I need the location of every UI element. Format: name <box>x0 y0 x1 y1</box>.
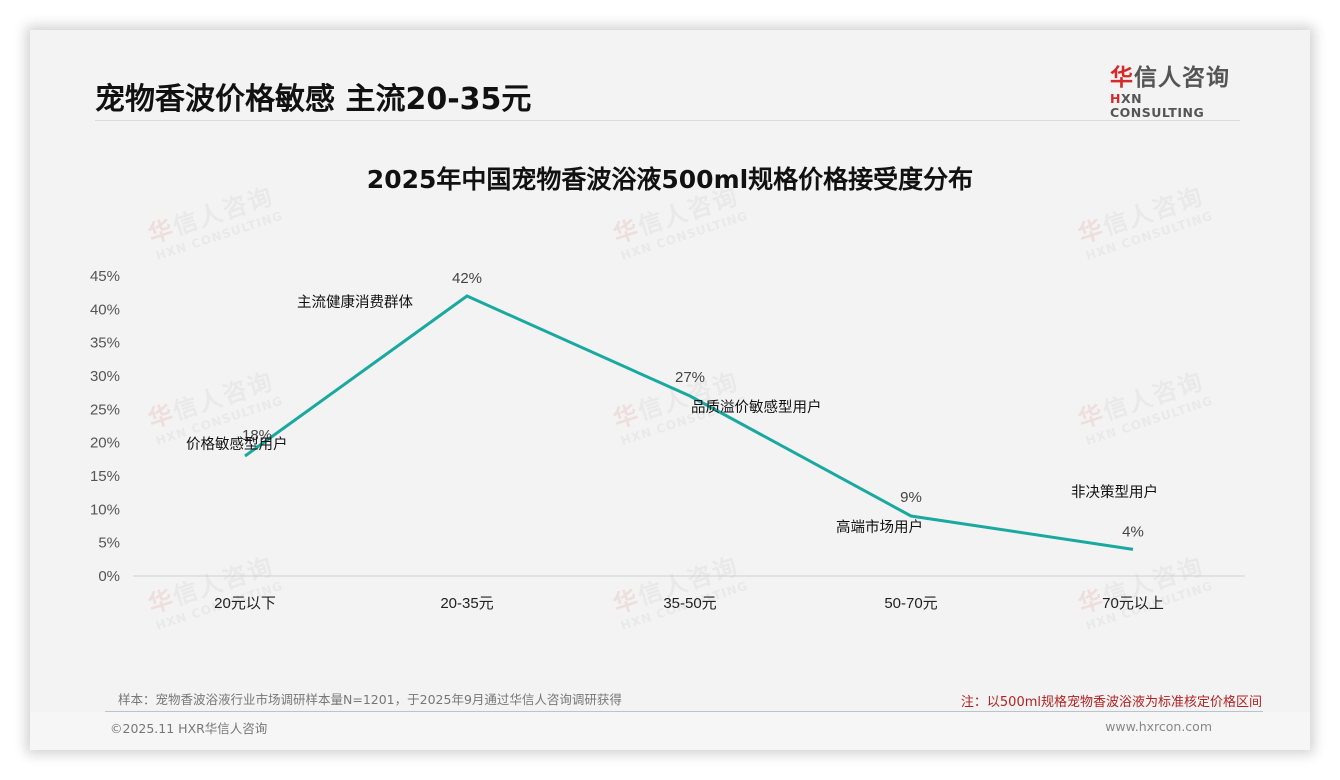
series-line <box>244 294 1134 551</box>
segment-annotation: 非决策型用户 <box>1071 484 1158 501</box>
x-tick-label: 70元以上 <box>1102 595 1164 612</box>
x-tick-label: 20元以下 <box>214 595 276 612</box>
data-label: 42% <box>452 270 482 287</box>
data-label: 9% <box>900 489 922 506</box>
segment-annotation: 价格敏感型用户 <box>186 436 288 453</box>
slide: 宠物香波价格敏感 主流20-35元 华信人咨询 HXN CONSULTING 华… <box>30 30 1310 750</box>
title-divider <box>95 120 1240 121</box>
footer-divider <box>105 711 1263 712</box>
y-tick-label: 20% <box>90 435 120 452</box>
copyright: ©2025.11 HXR华信人咨询 <box>110 721 268 736</box>
y-tick-label: 5% <box>98 535 120 552</box>
y-tick-label: 10% <box>90 501 120 518</box>
y-tick-label: 15% <box>90 468 120 485</box>
sample-note: 样本：宠物香波浴液行业市场调研样本量N=1201，于2025年9月通过华信人咨询… <box>118 692 622 707</box>
line-chart: 0% 5% 10% 15% 20% 25% 30% 35% 40% 45% 20元以下 20-35元… <box>90 268 1245 612</box>
data-labels: 18% 42% 27% 9% 4% <box>242 270 1144 540</box>
y-tick-label: 35% <box>90 335 120 352</box>
chart-title: 2025年中国宠物香波浴液500ml规格价格接受度分布 <box>366 165 974 194</box>
segment-annotation: 高端市场用户 <box>836 519 923 536</box>
x-tick-label: 20-35元 <box>440 595 493 612</box>
logo-accent-char: 华 <box>1110 65 1134 91</box>
website-link[interactable]: www.hxrcon.com <box>1105 719 1212 734</box>
y-tick-label: 45% <box>90 268 120 285</box>
x-tick-label: 35-50元 <box>663 595 716 612</box>
y-tick-label: 0% <box>98 568 120 585</box>
segment-annotation: 品质溢价敏感型用户 <box>691 399 822 416</box>
y-axis: 0% 5% 10% 15% 20% 25% 30% 35% 40% 45% <box>90 268 120 585</box>
logo-en-rest: XN CONSULTING <box>1110 91 1205 120</box>
data-label: 27% <box>675 369 705 386</box>
logo-cn: 华信人咨询 <box>1110 64 1240 92</box>
y-tick-label: 30% <box>90 368 120 385</box>
data-label: 18% <box>242 427 272 444</box>
company-logo: 华信人咨询 HXN CONSULTING <box>1110 64 1240 120</box>
footer-bar <box>30 712 1310 750</box>
x-axis: 20元以下 20-35元 35-50元 50-70元 70元以上 <box>214 595 1164 612</box>
segment-annotation: 主流健康消费群体 <box>297 294 413 311</box>
x-tick-label: 50-70元 <box>884 595 937 612</box>
data-label: 4% <box>1122 523 1144 540</box>
y-tick-label: 40% <box>90 301 120 318</box>
y-tick-label: 25% <box>90 401 120 418</box>
logo-en: HXN CONSULTING <box>1110 92 1240 120</box>
page-title: 宠物香波价格敏感 主流20-35元 <box>95 82 532 117</box>
logo-en-accent: H <box>1110 91 1121 106</box>
price-note: 注：以500ml规格宠物香波浴液为标准核定价格区间 <box>960 695 1262 710</box>
logo-cn-rest: 信人咨询 <box>1134 65 1230 91</box>
